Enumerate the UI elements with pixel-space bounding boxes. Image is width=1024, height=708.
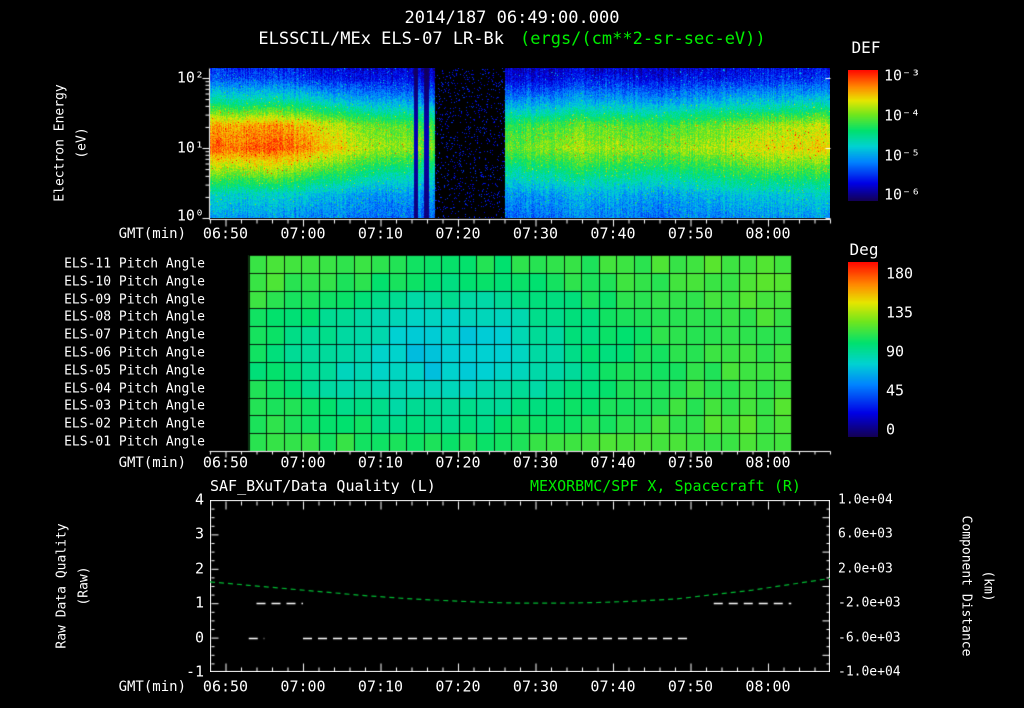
x-tick-label: 07:20: [435, 224, 481, 243]
x-tick-label: 06:50: [202, 224, 249, 243]
deg-colorbar-title: Deg: [849, 240, 879, 259]
pitch-row-label: ELS-02 Pitch Angle: [64, 416, 205, 432]
quality-ytick-label: -1: [185, 662, 204, 681]
quality-ytick-label: 3: [194, 524, 204, 543]
distance-ytick-label: 1.0e+04: [838, 492, 893, 508]
def-colorbar-tick: 10⁻³: [884, 66, 921, 85]
spec-ytick-label: 10¹: [176, 138, 204, 157]
x-tick-label: 07:20: [435, 677, 481, 696]
quality-ytick-label: 2: [194, 559, 204, 578]
quality-ytick-label: 4: [194, 490, 204, 509]
line-ylabel-right-text: Component Distance: [958, 515, 974, 657]
pitch-row-label: ELS-09 Pitch Angle: [64, 292, 205, 308]
def-colorbar-tick: 10⁻⁵: [884, 146, 921, 165]
line-ylabel-left-units: (Raw): [76, 566, 92, 606]
line-ylabel-right-units: (km): [980, 570, 996, 602]
x-tick-label: 06:50: [202, 677, 249, 696]
x-tick-label: 07:10: [357, 224, 404, 243]
def-colorbar: [848, 70, 878, 201]
pitch-row-label: ELS-05 Pitch Angle: [64, 363, 205, 379]
x-tick-label: 07:30: [512, 224, 559, 243]
x-tick-label: 07:10: [357, 453, 404, 472]
pitch-angle-heatmap: [210, 255, 830, 451]
spec-ylabel-text: Electron Energy: [52, 84, 68, 202]
x-tick-label: 08:00: [745, 224, 791, 243]
pitch-row-label: ELS-04 Pitch Angle: [64, 381, 205, 397]
x-tick-label: 08:00: [745, 677, 791, 696]
x-tick-label: 07:50: [667, 224, 714, 243]
pitch-row-label: ELS-07 Pitch Angle: [64, 327, 205, 343]
quality-ytick-label: 1: [194, 593, 204, 612]
x-tick-label: 07:00: [280, 677, 326, 696]
x-tick-label: 07:40: [590, 453, 636, 472]
deg-colorbar-tick: 180: [886, 264, 914, 283]
x-tick-label: 07:50: [667, 677, 714, 696]
def-colorbar-tick: 10⁻⁶: [884, 185, 921, 204]
x-tick-label: 07:30: [512, 677, 559, 696]
spec-ytick-label: 10⁰: [176, 206, 204, 225]
pitch-row-label: ELS-10 Pitch Angle: [64, 274, 205, 290]
header-units: (ergs/(cm**2-sr-sec-eV)): [520, 29, 766, 49]
gmt-label-spectrogram: GMT(min): [118, 226, 186, 242]
quality-distance-plot: [210, 500, 830, 672]
pitch-row-label: ELS-08 Pitch Angle: [64, 309, 205, 325]
line-panel-title-right: MEXORBMC/SPF X, Spacecraft (R): [530, 477, 801, 495]
x-tick-label: 07:50: [667, 453, 714, 472]
x-tick-label: 07:30: [512, 453, 559, 472]
deg-colorbar-tick: 0: [886, 420, 896, 439]
x-tick-label: 07:40: [590, 224, 636, 243]
x-tick-label: 07:20: [435, 453, 481, 472]
pitch-row-label: ELS-01 Pitch Angle: [64, 434, 205, 450]
gmt-label-line: GMT(min): [118, 679, 186, 695]
deg-colorbar: [848, 262, 878, 437]
def-colorbar-tick: 10⁻⁴: [884, 106, 921, 125]
distance-ytick-label: -6.0e+03: [838, 630, 901, 646]
deg-colorbar-tick: 45: [886, 381, 905, 400]
deg-colorbar-tick: 90: [886, 342, 905, 361]
pitch-row-label: ELS-03 Pitch Angle: [64, 398, 205, 414]
distance-ytick-label: 6.0e+03: [838, 526, 893, 542]
distance-ytick-label: -1.0e+04: [838, 664, 901, 680]
line-ylabel-left-text: Raw Data Quality: [54, 523, 70, 649]
spec-ytick-label: 10²: [176, 68, 204, 87]
x-tick-label: 06:50: [202, 453, 249, 472]
header-instrument: ELSSCIL/MEx ELS-07 LR-Bk: [258, 29, 504, 49]
spec-ylabel-units: (eV): [74, 127, 90, 159]
x-tick-label: 07:00: [280, 224, 326, 243]
distance-ytick-label: -2.0e+03: [838, 595, 901, 611]
line-panel-title-left: SAF_BXuT/Data Quality (L): [210, 477, 436, 495]
x-tick-label: 08:00: [745, 453, 791, 472]
def-colorbar-title: DEF: [851, 38, 881, 57]
quality-ytick-label: 0: [194, 628, 204, 647]
pitch-row-label: ELS-11 Pitch Angle: [64, 256, 205, 272]
header-timestamp: 2014/187 06:49:00.000: [404, 8, 620, 28]
pitch-row-label: ELS-06 Pitch Angle: [64, 345, 205, 361]
x-tick-label: 07:10: [357, 677, 404, 696]
distance-ytick-label: 2.0e+03: [838, 561, 893, 577]
deg-colorbar-tick: 135: [886, 303, 914, 322]
x-tick-label: 07:00: [280, 453, 326, 472]
x-tick-label: 07:40: [590, 677, 636, 696]
electron-energy-spectrogram: [210, 68, 830, 218]
gmt-label-pitch: GMT(min): [118, 455, 186, 471]
